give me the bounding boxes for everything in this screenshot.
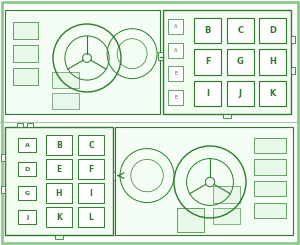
- Text: A: A: [174, 24, 178, 29]
- Text: I: I: [206, 89, 209, 98]
- Bar: [78, 135, 104, 155]
- Bar: [46, 208, 72, 227]
- Bar: [194, 81, 221, 106]
- Text: J: J: [239, 89, 242, 98]
- Bar: [194, 49, 221, 74]
- Bar: [113, 172, 118, 180]
- Text: E: E: [174, 95, 177, 100]
- Bar: [254, 203, 286, 218]
- Bar: [13, 23, 38, 39]
- Bar: [46, 184, 72, 203]
- Text: J: J: [26, 215, 28, 220]
- Bar: [291, 67, 295, 74]
- Text: E: E: [56, 164, 61, 173]
- Text: F: F: [205, 58, 211, 66]
- Bar: [13, 45, 38, 62]
- Text: D: D: [269, 26, 276, 35]
- Text: C: C: [237, 26, 243, 35]
- Bar: [115, 127, 293, 235]
- Bar: [18, 210, 36, 224]
- Bar: [78, 159, 104, 179]
- Bar: [168, 90, 183, 105]
- Bar: [163, 10, 291, 114]
- Bar: [254, 138, 286, 153]
- Bar: [227, 81, 254, 106]
- Bar: [260, 18, 286, 43]
- Bar: [55, 235, 63, 239]
- Bar: [78, 184, 104, 203]
- Bar: [1, 154, 5, 161]
- Text: F: F: [88, 164, 94, 173]
- Text: B: B: [205, 26, 211, 35]
- Text: H: H: [56, 188, 62, 197]
- Bar: [52, 73, 80, 88]
- Text: G: G: [237, 58, 244, 66]
- Text: G: G: [24, 191, 30, 196]
- Text: B: B: [56, 140, 62, 149]
- Bar: [213, 186, 240, 203]
- Bar: [17, 123, 23, 127]
- Bar: [78, 208, 104, 227]
- Bar: [223, 114, 231, 118]
- Bar: [13, 68, 38, 85]
- Bar: [254, 181, 286, 196]
- Bar: [168, 66, 183, 81]
- Bar: [194, 18, 221, 43]
- Bar: [213, 208, 240, 224]
- Bar: [18, 138, 36, 152]
- Bar: [260, 81, 286, 106]
- Bar: [260, 49, 286, 74]
- Text: K: K: [56, 212, 62, 221]
- Bar: [46, 159, 72, 179]
- Bar: [227, 18, 254, 43]
- Text: A: A: [174, 48, 178, 53]
- Bar: [168, 19, 183, 34]
- Bar: [46, 135, 72, 155]
- Bar: [5, 10, 160, 114]
- Text: A: A: [25, 143, 29, 147]
- Bar: [18, 186, 36, 200]
- Bar: [158, 52, 163, 60]
- Bar: [291, 36, 295, 43]
- Bar: [5, 127, 113, 235]
- Text: C: C: [88, 140, 94, 149]
- Bar: [168, 43, 183, 58]
- Bar: [227, 49, 254, 74]
- Bar: [254, 159, 286, 174]
- Text: E: E: [174, 71, 177, 76]
- Text: H: H: [269, 58, 276, 66]
- Text: I: I: [90, 188, 92, 197]
- Bar: [177, 208, 204, 232]
- Bar: [52, 93, 80, 109]
- Text: K: K: [270, 89, 276, 98]
- Bar: [18, 162, 36, 176]
- Text: L: L: [88, 212, 93, 221]
- Text: D: D: [24, 167, 30, 172]
- Bar: [27, 123, 33, 127]
- Bar: [1, 186, 5, 193]
